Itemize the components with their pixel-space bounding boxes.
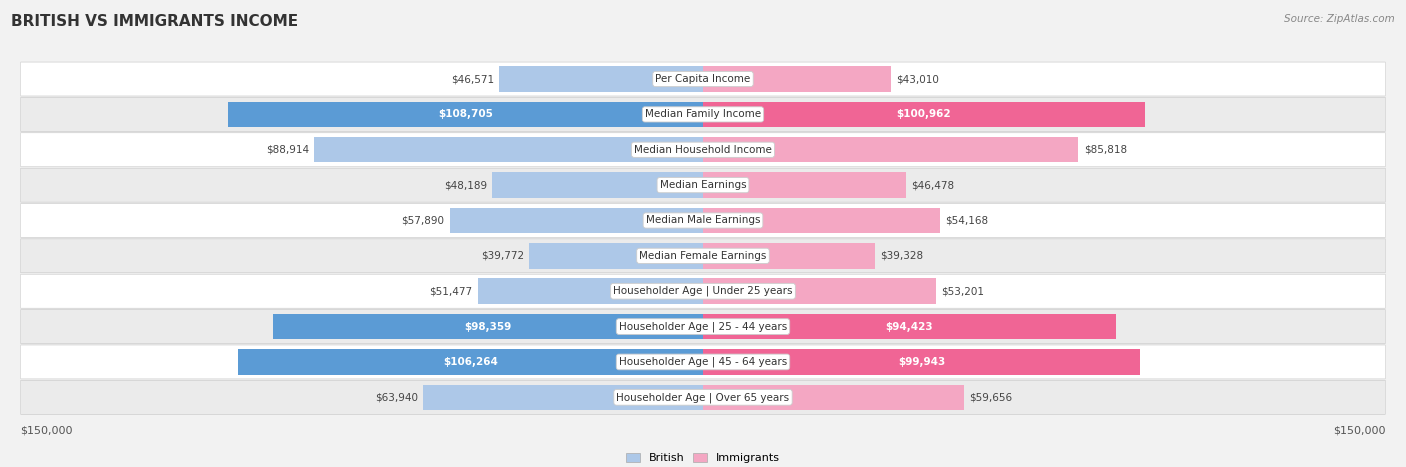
FancyBboxPatch shape — [21, 309, 1385, 344]
FancyBboxPatch shape — [21, 62, 1385, 96]
FancyBboxPatch shape — [21, 345, 1385, 379]
Text: $85,818: $85,818 — [1084, 145, 1126, 155]
Text: Median Male Earnings: Median Male Earnings — [645, 215, 761, 226]
Bar — [703, 385, 965, 410]
Text: $99,943: $99,943 — [898, 357, 945, 367]
Bar — [703, 172, 907, 198]
Text: $46,571: $46,571 — [451, 74, 494, 84]
Text: Median Family Income: Median Family Income — [645, 109, 761, 120]
Bar — [703, 137, 1078, 163]
Text: $100,962: $100,962 — [897, 109, 950, 120]
Bar — [703, 208, 941, 233]
Bar — [703, 243, 875, 269]
Text: $48,189: $48,189 — [444, 180, 486, 190]
FancyBboxPatch shape — [21, 239, 1385, 273]
FancyBboxPatch shape — [21, 381, 1385, 414]
FancyBboxPatch shape — [21, 168, 1385, 202]
Text: $88,914: $88,914 — [266, 145, 309, 155]
Text: Median Female Earnings: Median Female Earnings — [640, 251, 766, 261]
Bar — [703, 349, 1140, 375]
Bar — [492, 172, 703, 198]
Text: $46,478: $46,478 — [911, 180, 955, 190]
FancyBboxPatch shape — [21, 62, 1385, 96]
FancyBboxPatch shape — [21, 204, 1385, 237]
Text: BRITISH VS IMMIGRANTS INCOME: BRITISH VS IMMIGRANTS INCOME — [11, 14, 298, 29]
FancyBboxPatch shape — [21, 98, 1385, 131]
FancyBboxPatch shape — [21, 310, 1385, 344]
Bar — [228, 102, 703, 127]
Text: Median Earnings: Median Earnings — [659, 180, 747, 190]
Legend: British, Immigrants: British, Immigrants — [621, 448, 785, 467]
Text: Median Household Income: Median Household Income — [634, 145, 772, 155]
Bar — [273, 314, 703, 340]
Text: $108,705: $108,705 — [437, 109, 492, 120]
Text: $53,201: $53,201 — [941, 286, 984, 296]
FancyBboxPatch shape — [21, 274, 1385, 308]
Text: $54,168: $54,168 — [945, 215, 988, 226]
Bar — [423, 385, 703, 410]
Bar — [499, 66, 703, 92]
FancyBboxPatch shape — [21, 168, 1385, 202]
Text: Per Capita Income: Per Capita Income — [655, 74, 751, 84]
FancyBboxPatch shape — [21, 97, 1385, 132]
Bar — [703, 66, 891, 92]
FancyBboxPatch shape — [21, 345, 1385, 379]
Text: $51,477: $51,477 — [429, 286, 472, 296]
Text: $43,010: $43,010 — [897, 74, 939, 84]
Bar — [703, 314, 1116, 340]
FancyBboxPatch shape — [21, 274, 1385, 309]
FancyBboxPatch shape — [21, 133, 1385, 167]
Text: $63,940: $63,940 — [375, 392, 418, 402]
Bar — [478, 278, 703, 304]
Text: $39,772: $39,772 — [481, 251, 524, 261]
FancyBboxPatch shape — [21, 133, 1385, 167]
Bar — [314, 137, 703, 163]
FancyBboxPatch shape — [21, 203, 1385, 238]
Text: Householder Age | Over 65 years: Householder Age | Over 65 years — [616, 392, 790, 403]
Text: $94,423: $94,423 — [886, 322, 934, 332]
Text: $59,656: $59,656 — [969, 392, 1012, 402]
Bar — [238, 349, 703, 375]
Text: Householder Age | Under 25 years: Householder Age | Under 25 years — [613, 286, 793, 297]
FancyBboxPatch shape — [21, 380, 1385, 415]
Text: $39,328: $39,328 — [880, 251, 924, 261]
Bar — [703, 102, 1144, 127]
Text: $106,264: $106,264 — [443, 357, 498, 367]
Text: $98,359: $98,359 — [464, 322, 512, 332]
Text: Householder Age | 45 - 64 years: Householder Age | 45 - 64 years — [619, 357, 787, 367]
Text: Householder Age | 25 - 44 years: Householder Age | 25 - 44 years — [619, 321, 787, 332]
Text: $57,890: $57,890 — [402, 215, 444, 226]
Bar — [703, 278, 936, 304]
Bar — [450, 208, 703, 233]
FancyBboxPatch shape — [21, 239, 1385, 273]
Bar — [529, 243, 703, 269]
Text: Source: ZipAtlas.com: Source: ZipAtlas.com — [1284, 14, 1395, 24]
